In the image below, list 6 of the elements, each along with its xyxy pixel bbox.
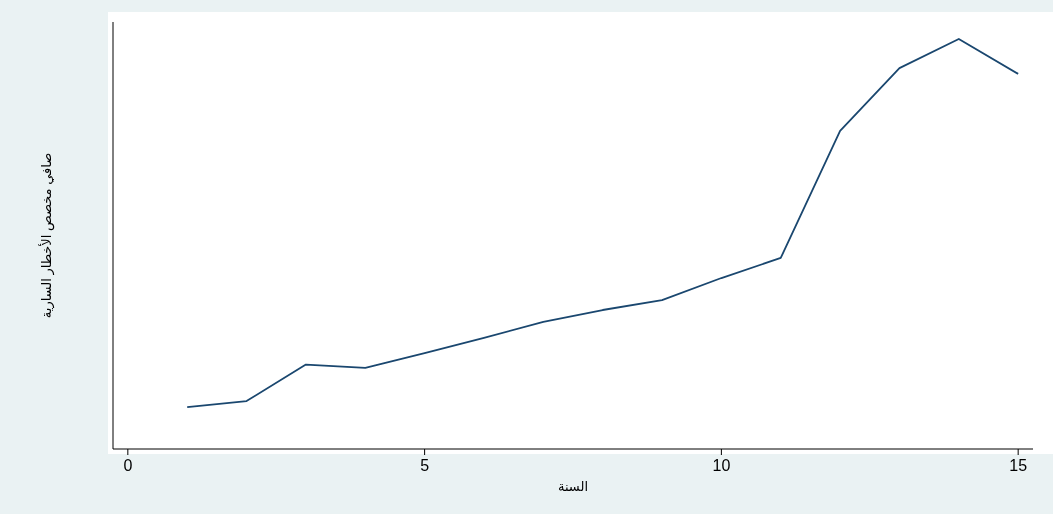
x-tick-label: 5 [420, 457, 430, 474]
x-tick-label: 15 [1009, 457, 1028, 474]
x-tick-label: 0 [123, 457, 133, 474]
y-axis-title: صافي مخصص الأخطار السارية [38, 152, 55, 319]
x-tick-label: 10 [712, 457, 731, 474]
x-axis-title: السنة [557, 479, 589, 494]
